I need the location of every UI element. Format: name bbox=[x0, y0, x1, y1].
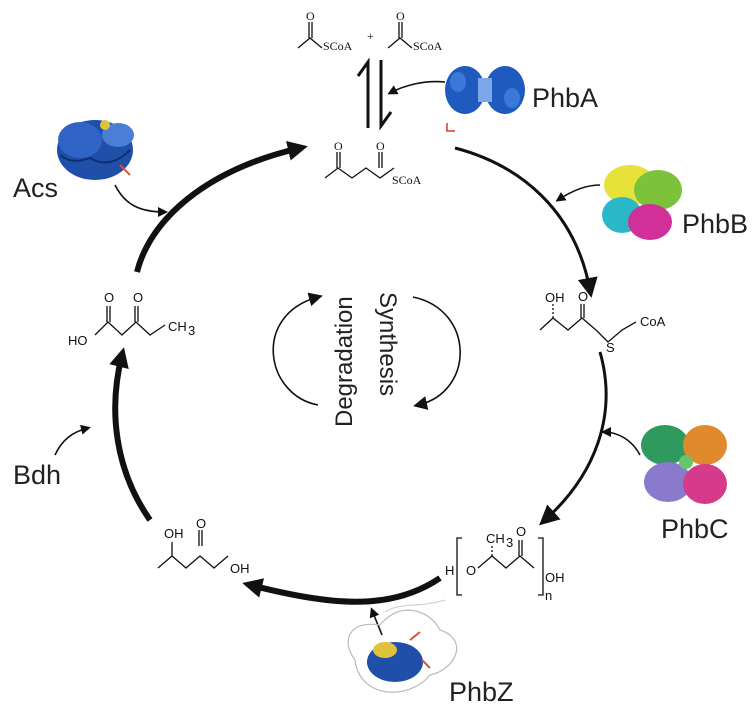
svg-text:3: 3 bbox=[506, 535, 513, 550]
svg-text:HO: HO bbox=[68, 333, 88, 348]
svg-text:O: O bbox=[133, 290, 143, 305]
acetyl-coa-left: O SCoA bbox=[297, 9, 353, 53]
degradation-label: Degradation bbox=[331, 296, 358, 427]
arrow-phbz-step bbox=[242, 575, 442, 605]
enzyme-label-bdh: Bdh bbox=[13, 460, 61, 490]
svg-text:O: O bbox=[376, 139, 385, 153]
acetoacetyl-coa: O O SCoA bbox=[324, 139, 422, 187]
phbb-protein-structure bbox=[602, 165, 682, 240]
svg-text:OH: OH bbox=[230, 561, 250, 576]
arrow-acs-step bbox=[134, 140, 308, 273]
svg-text:S: S bbox=[606, 340, 615, 355]
svg-text:CoA: CoA bbox=[640, 314, 666, 329]
svg-text:OH: OH bbox=[545, 290, 565, 305]
enzyme-label-acs: Acs bbox=[13, 173, 58, 203]
enzyme-label-phbb: PhbB bbox=[682, 209, 748, 239]
svg-text:O: O bbox=[196, 516, 206, 531]
svg-text:O: O bbox=[396, 9, 405, 23]
acetoacetate: O O HO CH 3 bbox=[68, 290, 195, 348]
phba-input-arrow bbox=[387, 80, 446, 95]
acs-protein-structure bbox=[57, 120, 134, 180]
arrow-phbb-step bbox=[454, 146, 598, 298]
bdh-input-arrow bbox=[54, 424, 91, 456]
svg-text:SCoA: SCoA bbox=[413, 39, 443, 53]
svg-text:O: O bbox=[466, 563, 476, 578]
svg-text:O: O bbox=[578, 289, 588, 304]
plus-sign: + bbox=[367, 29, 374, 43]
svg-text:CH: CH bbox=[486, 531, 505, 546]
hydroxybutyryl-coa: OH O S CoA bbox=[539, 289, 666, 355]
svg-text:O: O bbox=[104, 290, 114, 305]
phbb-input-arrow bbox=[555, 184, 601, 202]
hydroxybutyrate: OH O OH bbox=[157, 516, 250, 576]
svg-text:H: H bbox=[445, 563, 454, 578]
svg-text:CH: CH bbox=[168, 319, 187, 334]
phb-polymer: H O CH 3 O OH n bbox=[445, 524, 565, 603]
synthesis-label: Synthesis bbox=[374, 292, 401, 396]
svg-text:O: O bbox=[306, 9, 315, 23]
phbz-protein-structure bbox=[347, 599, 458, 693]
synthesis-loop bbox=[412, 296, 461, 410]
svg-text:OH: OH bbox=[164, 526, 184, 541]
acetyl-coa-right: O SCoA bbox=[387, 9, 443, 53]
phba-protein-structure bbox=[445, 66, 525, 132]
phbz-input-arrow bbox=[369, 607, 383, 636]
svg-text:3: 3 bbox=[188, 323, 195, 338]
svg-text:n: n bbox=[545, 588, 552, 603]
enzyme-label-phbc: PhbC bbox=[661, 514, 729, 544]
phbc-protein-structure bbox=[641, 425, 727, 504]
svg-text:O: O bbox=[334, 139, 343, 153]
enzyme-label-phbz: PhbZ bbox=[449, 677, 514, 707]
svg-text:SCoA: SCoA bbox=[392, 173, 422, 187]
arrow-phbc-step bbox=[539, 351, 608, 526]
svg-text:O: O bbox=[516, 524, 526, 539]
svg-text:OH: OH bbox=[545, 570, 565, 585]
enzyme-label-phba: PhbA bbox=[532, 83, 598, 113]
equilibrium-arrows bbox=[356, 57, 393, 131]
degradation-loop bbox=[272, 292, 323, 406]
phbc-input-arrow bbox=[601, 427, 641, 456]
svg-text:SCoA: SCoA bbox=[323, 39, 353, 53]
acs-input-arrow bbox=[114, 184, 168, 217]
arrow-bdh-step bbox=[109, 347, 153, 522]
